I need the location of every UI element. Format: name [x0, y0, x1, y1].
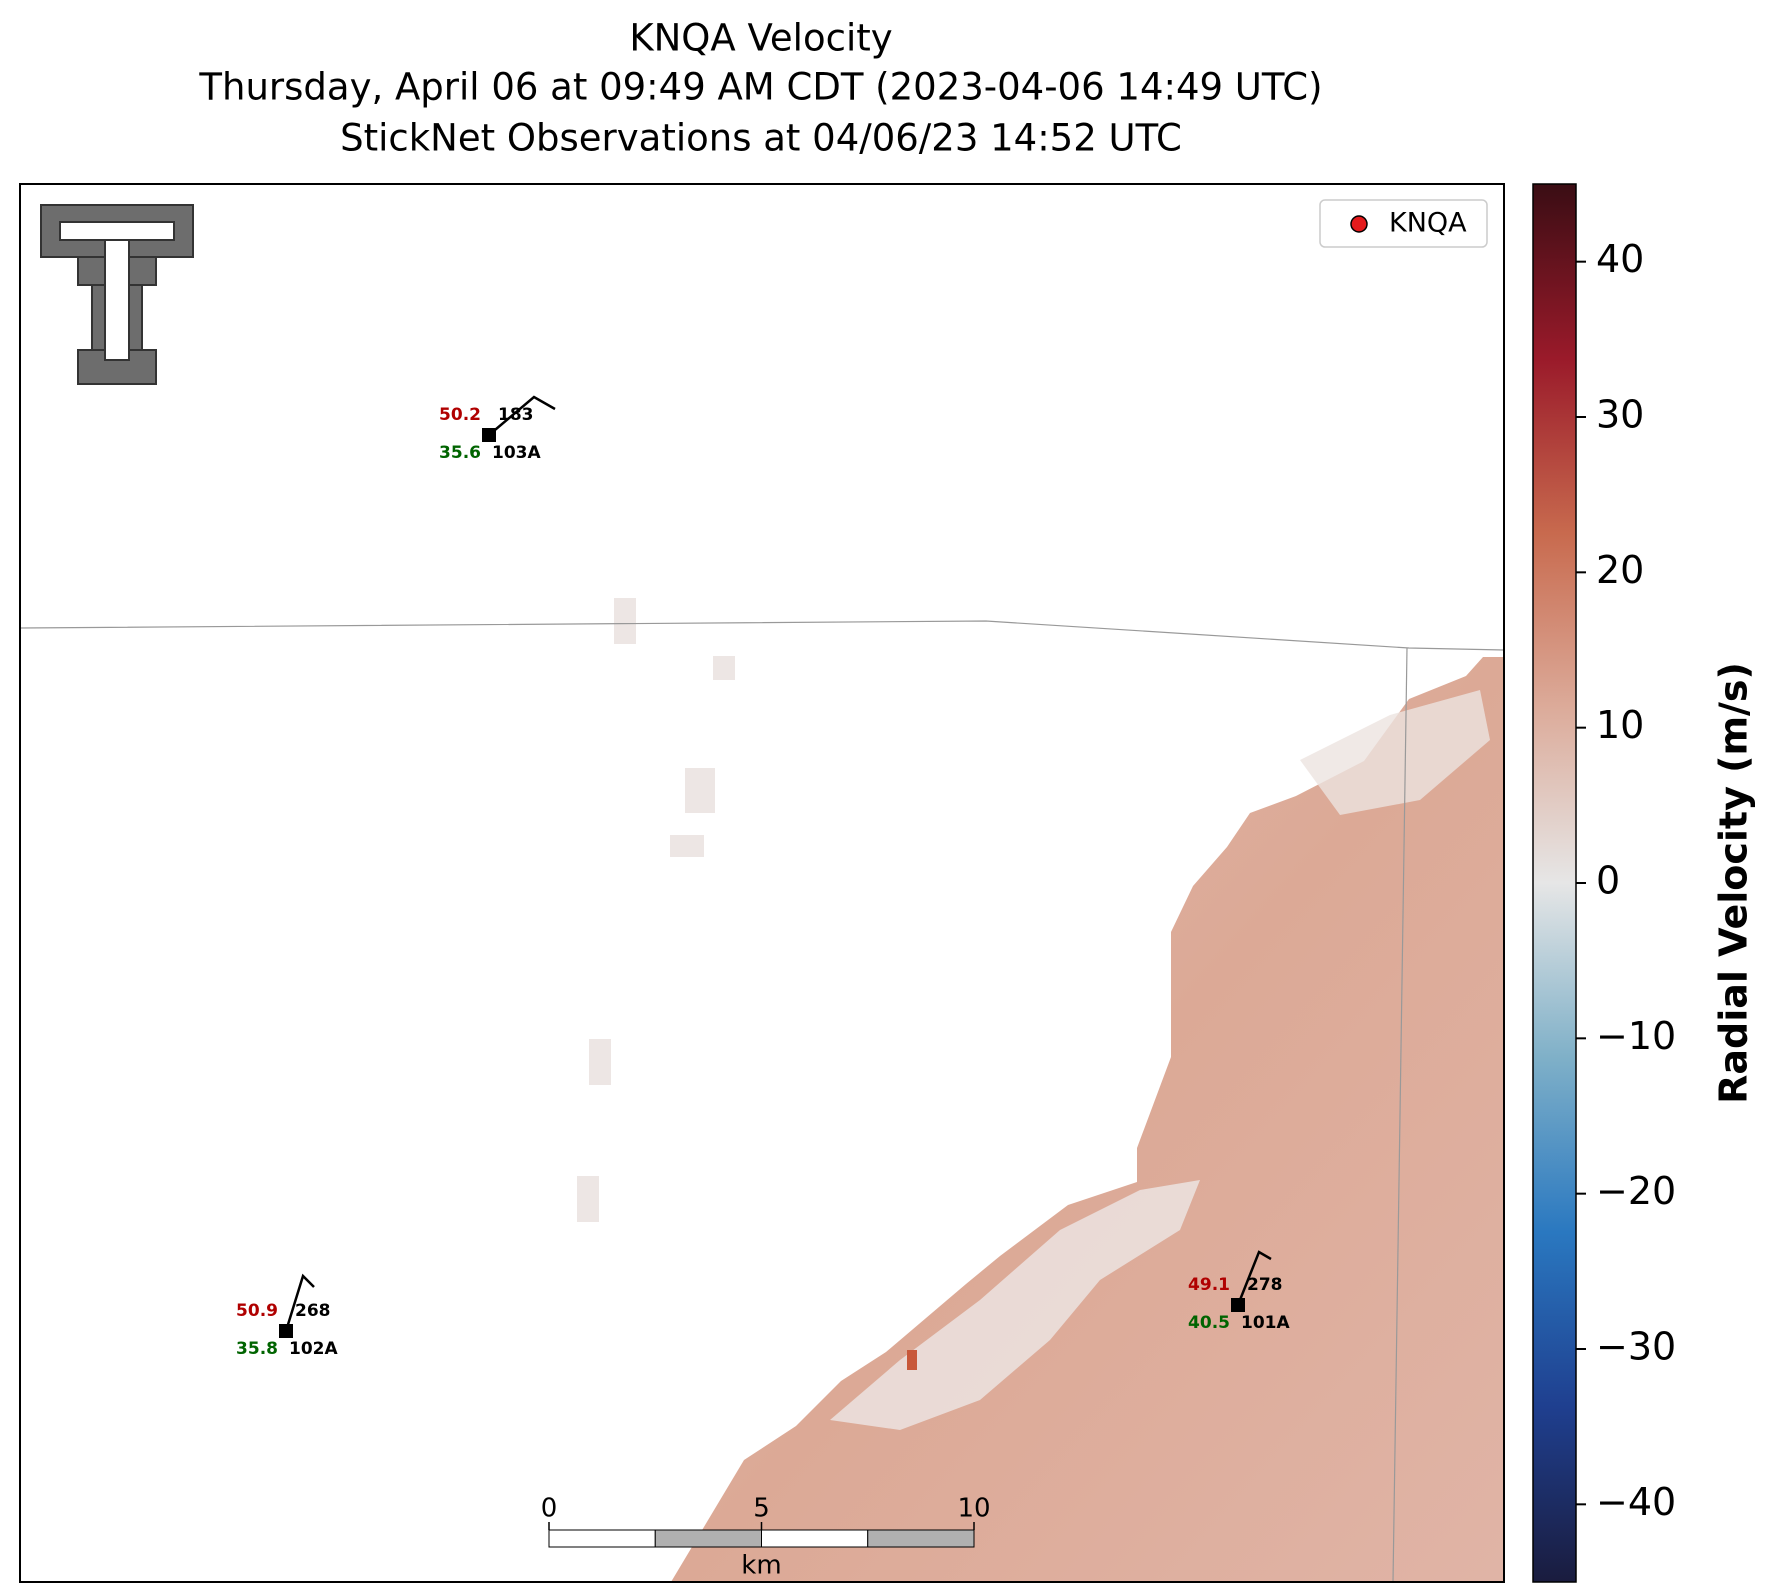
- station-id: 101A: [1241, 1313, 1290, 1333]
- colorbar-tick-label: −40: [1596, 1480, 1676, 1524]
- radar-echo-low: [1300, 690, 1490, 815]
- scale-bar: 0 5 10 km: [541, 1494, 991, 1581]
- radar-gate: [614, 598, 636, 644]
- stations: 50.2 183 35.6 103A 50.9 268 35.8 102A 49.1 278 40.…: [236, 405, 1290, 1359]
- scale-tick-label: 0: [541, 1494, 558, 1524]
- station-id: 103A: [492, 443, 541, 463]
- scale-tick-label: 10: [957, 1494, 990, 1524]
- colorbar-tick-label: 20: [1596, 548, 1644, 592]
- radar-gate: [713, 656, 735, 680]
- scale-segment: [761, 1529, 869, 1548]
- dewpoint: 35.6: [439, 443, 481, 463]
- colorbar-tick-label: 40: [1596, 237, 1644, 281]
- scale-tick-label: 5: [753, 1494, 770, 1524]
- temperature: 49.1: [1188, 1275, 1230, 1295]
- radar-echo: [671, 657, 1504, 1582]
- map: KNQA 50.2 183 35.6 103A 50.9 268 35.8 102A 49.1 2…: [19, 184, 1505, 1583]
- legend-label: KNQA: [1389, 208, 1467, 239]
- dewpoint: 40.5: [1188, 1313, 1230, 1333]
- scale-segment: [548, 1529, 656, 1548]
- wind-direction: 183: [498, 405, 534, 425]
- subtitle: Thursday, April 06 at 09:49 AM CDT (2023…: [198, 66, 1322, 109]
- radar-gate: [670, 835, 704, 857]
- legend-box: [1319, 199, 1488, 248]
- colorbar-ramp: [1532, 183, 1577, 1583]
- logo: [40, 204, 194, 385]
- station-marker: [279, 1324, 293, 1338]
- colorbar-tick-label: 0: [1596, 859, 1620, 903]
- colorbar-tick-label: −20: [1596, 1169, 1676, 1213]
- temperature: 50.9: [236, 1301, 278, 1321]
- title: KNQA Velocity: [629, 17, 892, 60]
- colorbar-tick-label: 30: [1596, 393, 1644, 437]
- temperature: 50.2: [439, 405, 481, 425]
- station-id: 102A: [289, 1339, 338, 1359]
- colorbar-tick-label: −10: [1596, 1014, 1676, 1058]
- legend: KNQA: [1319, 199, 1488, 248]
- station-marker: [482, 428, 496, 442]
- county-line: [1392, 647, 1408, 1583]
- legend-marker: [1350, 215, 1368, 233]
- radar-gate: [589, 1039, 611, 1085]
- dewpoint: 35.8: [236, 1339, 278, 1359]
- colorbar-tick-label: 10: [1596, 703, 1644, 747]
- county-line: [19, 620, 1505, 651]
- subtitle: StickNet Observations at 04/06/23 14:52 …: [340, 117, 1182, 160]
- colorbar-tick-label: −30: [1596, 1325, 1676, 1369]
- radar-gate: [685, 768, 715, 813]
- map-frame: [19, 183, 1505, 1583]
- wind-direction: 278: [1247, 1275, 1283, 1295]
- radar-gate: [907, 1350, 917, 1370]
- scale-segment: [867, 1529, 975, 1548]
- wind-barbs: [284, 395, 1272, 1332]
- wind-direction: 268: [295, 1301, 331, 1321]
- scale-segment: [654, 1529, 762, 1548]
- scale-unit: km: [741, 1551, 781, 1581]
- colorbar: Radial Velocity (m/s) −40 −30 −20 −10 0 10 20 3…: [1532, 183, 1756, 1583]
- radar-gate: [577, 1176, 599, 1222]
- radar-echo-low: [830, 1180, 1200, 1430]
- station-marker: [1231, 1298, 1245, 1312]
- colorbar-label: Radial Velocity (m/s): [1712, 662, 1756, 1104]
